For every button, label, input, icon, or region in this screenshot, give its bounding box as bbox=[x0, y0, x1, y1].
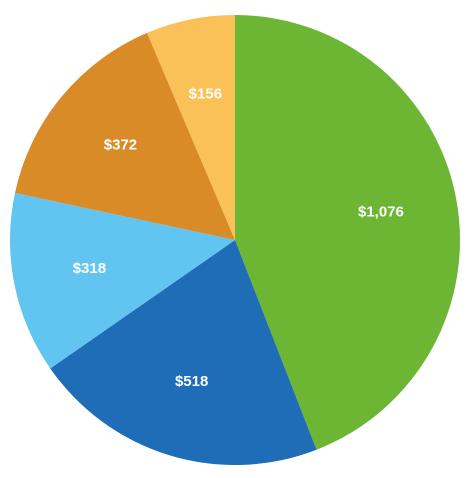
pie-slice bbox=[50, 240, 317, 466]
data-label: $372 bbox=[104, 136, 137, 153]
pie-slice bbox=[235, 15, 461, 450]
pie-slice bbox=[9, 192, 236, 369]
data-label: $318 bbox=[73, 260, 106, 277]
data-label: $1,076 bbox=[358, 204, 404, 221]
pie-slice bbox=[147, 14, 235, 240]
data-label: $518 bbox=[175, 373, 208, 390]
pie-slice bbox=[14, 32, 236, 240]
data-label: $156 bbox=[189, 85, 222, 102]
